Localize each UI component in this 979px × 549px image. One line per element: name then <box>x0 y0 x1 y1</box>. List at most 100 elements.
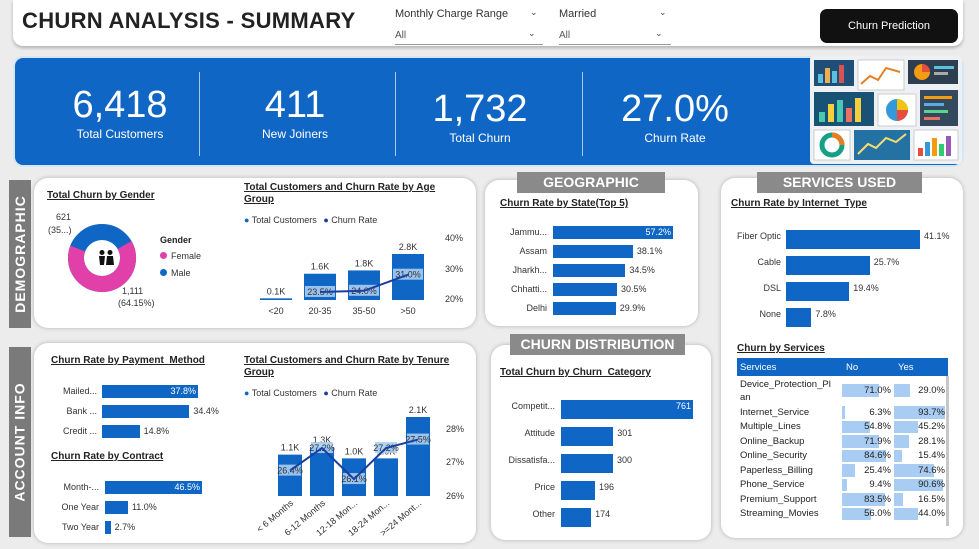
monthly-charge-slicer-label: Monthly Charge Range <box>395 8 509 20</box>
y-tick-label: 28% <box>446 424 464 434</box>
bar[interactable] <box>105 501 128 514</box>
gender-donut-chart[interactable] <box>40 205 240 315</box>
bar[interactable] <box>553 226 673 239</box>
table-row[interactable]: Multiple_Lines 54.8% 45.2% <box>737 420 948 435</box>
bar-value: 761 <box>675 401 691 411</box>
bar[interactable] <box>561 481 595 500</box>
bar[interactable] <box>561 427 614 446</box>
kpi-divider <box>582 72 583 156</box>
kpi-label: Total Churn <box>449 131 511 145</box>
bar-value: 301 <box>617 428 633 438</box>
bar-label: Two Year <box>61 522 99 532</box>
bar[interactable] <box>786 230 920 249</box>
bar-total-label: 0.1K <box>267 286 286 296</box>
bar-value: 46.5% <box>174 482 200 492</box>
col-yes[interactable]: Yes <box>898 361 914 373</box>
bar[interactable] <box>102 405 190 418</box>
bar[interactable] <box>553 302 616 315</box>
tenure-legend: ● Total Customers ● Churn Rate <box>244 388 377 398</box>
bar[interactable] <box>102 425 140 438</box>
bar[interactable] <box>105 521 111 534</box>
bar-total-label: 1.1K <box>281 443 300 453</box>
kpi-label: Total Customers <box>76 127 164 141</box>
bar-value: 37.8% <box>170 386 196 396</box>
table-row[interactable]: Phone_Service 9.4% 90.6% <box>737 478 948 493</box>
chevron-down-icon[interactable]: ⌄ <box>528 28 536 38</box>
y-tick-label: 27% <box>446 457 464 467</box>
legend-female-label: Female <box>171 251 202 261</box>
donut-slice-female[interactable] <box>66 222 137 293</box>
bar[interactable] <box>553 264 626 277</box>
bar[interactable] <box>374 458 398 496</box>
bar[interactable] <box>786 282 850 301</box>
chevron-down-icon[interactable]: ⌄ <box>655 28 663 38</box>
bar[interactable] <box>561 400 693 419</box>
bar[interactable] <box>553 283 617 296</box>
cell-text: 28.1% <box>918 435 945 447</box>
age-combo-chart[interactable]: 0.1K<201.6K23.5%20-351.8K24.0%35-502.8K3… <box>258 232 463 320</box>
married-slicer-dropdown[interactable]: All <box>559 30 671 45</box>
table-row[interactable]: Device_Protection_Pl an 71.0% 29.0% <box>737 376 948 405</box>
data-bar <box>842 464 856 477</box>
service-no-value: 9.4% <box>842 478 894 493</box>
data-bar <box>842 478 847 491</box>
bar[interactable] <box>786 308 812 327</box>
bar-label: Competit... <box>511 401 555 411</box>
legend-female[interactable]: Female <box>160 251 201 261</box>
bar[interactable] <box>105 481 202 494</box>
service-yes-value: 74.6% <box>894 463 948 478</box>
category-label: 20-35 <box>308 306 331 316</box>
table-row[interactable]: Paperless_Billing 25.4% 74.6% <box>737 463 948 478</box>
legend-dot-female <box>160 252 167 259</box>
table-row[interactable]: Streaming_Movies 56.0% 44.0% <box>737 507 948 522</box>
bar-value: 30.5% <box>620 284 647 294</box>
col-no[interactable]: No <box>846 361 859 373</box>
bar-total-label: 1.0K <box>345 446 364 456</box>
kpi-divider <box>395 72 396 156</box>
table-row[interactable]: Internet_Service 6.3% 93.7% <box>737 405 948 420</box>
chevron-down-icon[interactable]: ⌄ <box>659 7 667 17</box>
data-bar <box>894 420 919 433</box>
bar-value: 57.2% <box>645 227 671 237</box>
bar[interactable] <box>102 385 198 398</box>
churn-rate-line <box>289 438 419 481</box>
bar[interactable] <box>260 298 292 300</box>
col-services[interactable]: Services <box>740 361 777 373</box>
data-bar <box>894 406 945 419</box>
cell-text: 45.2% <box>918 421 945 433</box>
bar-value: 11.0% <box>131 502 157 512</box>
table-row[interactable]: Online_Backup 71.9% 28.1% <box>737 434 948 449</box>
legend-churn-rate: Churn Rate <box>331 388 378 398</box>
services-table-title: Churn by Services <box>737 343 825 354</box>
bar[interactable] <box>786 256 870 275</box>
bar-label: Delhi <box>526 303 547 313</box>
age-legend: ● Total Customers ● Churn Rate <box>244 215 377 225</box>
table-scrollbar[interactable] <box>946 376 949 526</box>
data-bar <box>842 449 886 462</box>
rate-label-bg <box>393 268 423 280</box>
data-bar <box>842 435 880 448</box>
chevron-down-icon[interactable]: ⌄ <box>530 7 538 17</box>
bar-total-label: 2.1K <box>409 405 428 415</box>
data-bar <box>842 507 872 520</box>
y-tick-label: 26% <box>446 491 464 501</box>
data-bar <box>894 507 918 520</box>
service-name: Multiple_Lines <box>740 421 801 433</box>
bar[interactable] <box>553 245 633 258</box>
page-title: CHURN ANALYSIS - SUMMARY <box>22 8 356 33</box>
bar[interactable] <box>561 508 592 527</box>
service-yes-value: 90.6% <box>894 478 948 493</box>
service-yes-value: 29.0% <box>894 376 948 405</box>
service-no-value: 83.5% <box>842 492 894 507</box>
monthly-charge-slicer-dropdown[interactable]: All <box>395 30 543 45</box>
bar[interactable] <box>406 417 430 496</box>
legend-dot: ● <box>323 215 329 225</box>
table-row[interactable]: Premium_Support 83.5% 16.5% <box>737 492 948 507</box>
churn-prediction-button[interactable]: Churn Prediction <box>820 9 958 43</box>
bar[interactable] <box>561 454 614 473</box>
bar-label: Fiber Optic <box>736 231 781 241</box>
table-row[interactable]: Online_Security 84.6% 15.4% <box>737 449 948 464</box>
tenure-chart-title-line2: Group <box>244 367 274 378</box>
legend-male[interactable]: Male <box>160 268 191 278</box>
